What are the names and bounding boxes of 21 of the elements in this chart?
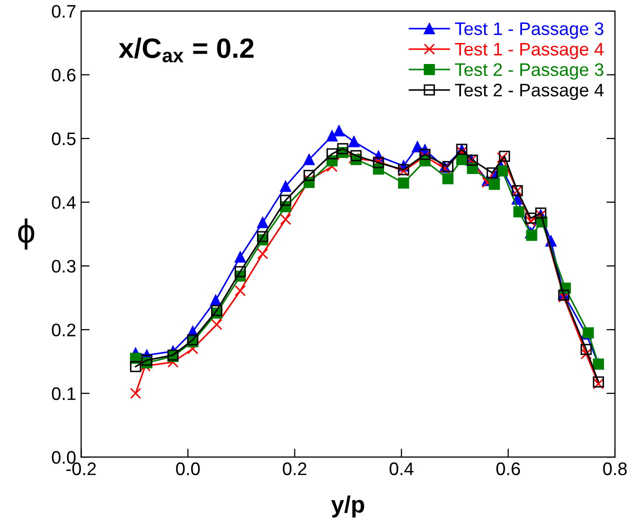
x-tick-label: 0.6	[496, 462, 520, 476]
y-axis-title: ϕ	[18, 218, 34, 250]
y-tick-label: 0.7	[52, 4, 76, 18]
x-tick-label: -0.2	[66, 462, 96, 476]
x-tick-label: 0.8	[603, 462, 627, 476]
x-tick-label: 0.4	[390, 462, 414, 476]
x-tick-label: 0.2	[282, 462, 306, 476]
legend-label: Test 2 - Passage 4	[455, 84, 604, 100]
legend-label: Test 1 - Passage 3	[455, 22, 604, 39]
y-tick-label: 0.0	[52, 451, 76, 464]
y-tick-label: 0.3	[52, 260, 76, 273]
x-tick-label: 0.0	[176, 462, 200, 476]
y-tick-label: 0.1	[52, 387, 76, 400]
legend-label: Test 2 - Passage 3	[455, 63, 604, 80]
annotation: x/C$_{ax}$ = 0.2	[118, 38, 254, 62]
y-tick-label: 0.6	[52, 68, 76, 82]
y-tick-label: 0.5	[52, 132, 76, 146]
y-tick-label: 0.4	[52, 196, 76, 209]
legend-label: Test 1 - Passage 4	[455, 42, 604, 60]
y-tick-label: 0.2	[52, 324, 76, 336]
x-axis-title: y/p	[331, 495, 364, 518]
